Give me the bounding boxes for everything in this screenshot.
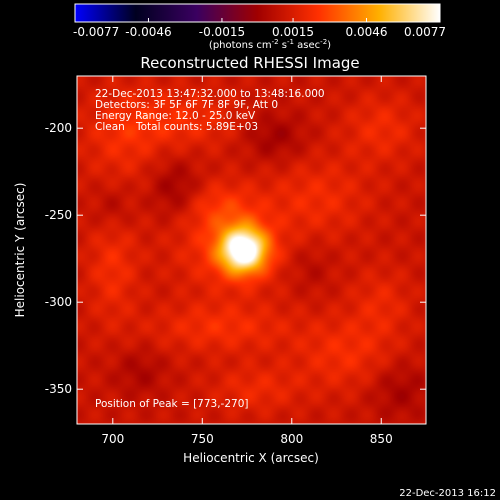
y-tick-label: -300 <box>45 295 72 309</box>
chart-title: Reconstructed RHESSI Image <box>140 54 359 72</box>
heatmap-image <box>77 76 426 424</box>
x-tick-label: 850 <box>370 432 393 446</box>
colorbar-unit-label: (photons cm-2 s-1 asec-2) <box>209 38 331 51</box>
colorbar-tick-label: 0.0077 <box>404 25 446 39</box>
y-axis-label: Heliocentric Y (arcsec) <box>13 183 27 318</box>
x-tick-label: 800 <box>280 432 303 446</box>
colorbar-scale <box>74 3 441 23</box>
x-tick-label: 750 <box>191 432 214 446</box>
colorbar-tick-label: 0.0046 <box>346 25 388 39</box>
y-tick-label: -250 <box>45 208 72 222</box>
colorbar-tick-label: -0.0015 <box>199 25 245 39</box>
colorbar-ticks: -0.0077 -0.0046 -0.0015 0.0015 0.0046 0.0077 <box>73 18 446 39</box>
annotation-time-range: 22-Dec-2013 13:47:32.000 to 13:48:16.000 <box>95 88 325 100</box>
y-axis: -200 -250 -300 -350 <box>45 121 426 396</box>
annotation-detectors: Detectors: 3F 5F 6F 7F 8F 9F, Att 0 <box>95 99 278 111</box>
colorbar: -0.0077 -0.0046 -0.0015 0.0015 0.0046 0.0077 … <box>73 3 446 51</box>
y-tick-label: -200 <box>45 121 72 135</box>
colorbar-tick-label: 0.0015 <box>272 25 314 39</box>
colorbar-tick-label: -0.0077 <box>73 25 119 39</box>
annotation-peak-position: Position of Peak = [773,-270] <box>95 398 249 410</box>
annotation-counts: Total counts: 5.89E+03 <box>135 121 258 133</box>
x-tick-label: 700 <box>101 432 124 446</box>
y-tick-label: -350 <box>45 382 72 396</box>
plot-frame <box>76 75 427 425</box>
x-axis: 700 750 800 850 <box>101 76 393 446</box>
annotation-block: 22-Dec-2013 13:47:32.000 to 13:48:16.000… <box>95 88 325 133</box>
annotation-method: Clean <box>95 121 125 133</box>
annotation-energy: Energy Range: 12.0 - 25.0 keV <box>95 110 256 122</box>
footer-timestamp: 22-Dec-2013 16:12 <box>399 488 496 499</box>
x-axis-label: Heliocentric X (arcsec) <box>183 451 319 465</box>
colorbar-tick-label: -0.0046 <box>125 25 171 39</box>
